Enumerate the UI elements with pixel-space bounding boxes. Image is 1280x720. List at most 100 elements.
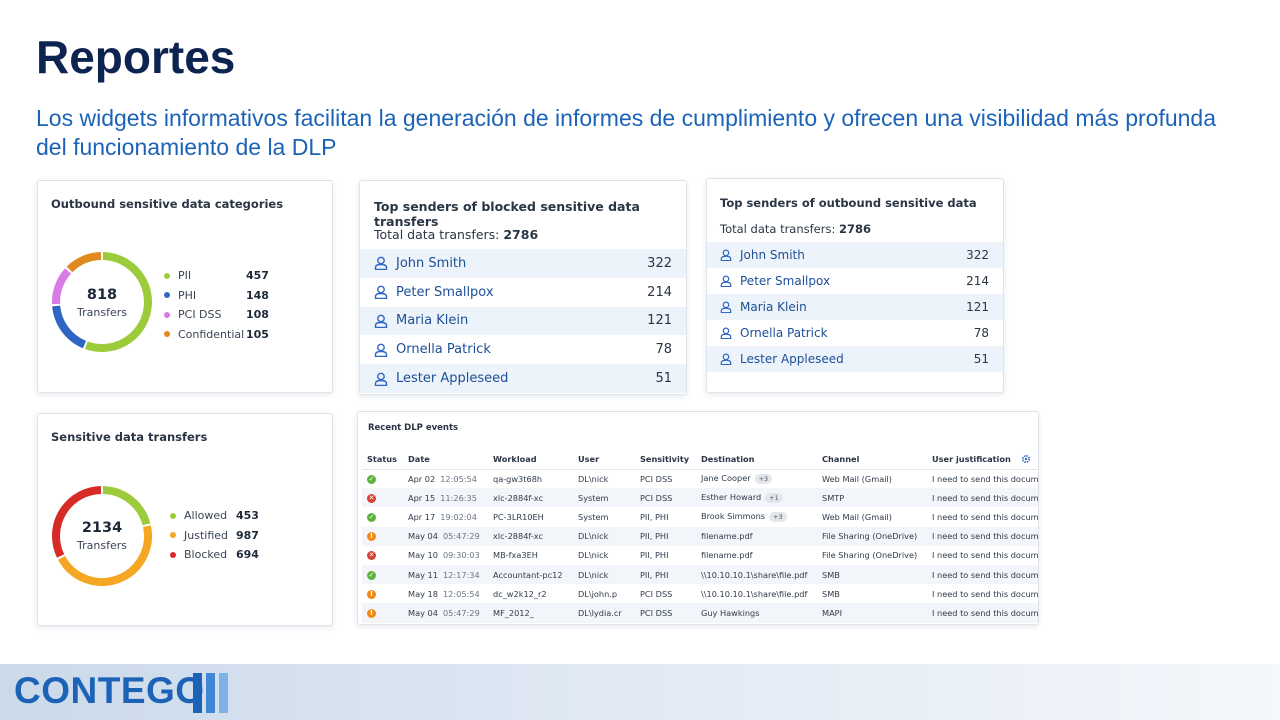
column-header: User justification <box>927 449 1038 470</box>
user-cell: System <box>578 511 609 522</box>
table-row[interactable]: ✓ May 11 12:17:34 Accountant-pc12 DL\nick PII… <box>362 564 1038 585</box>
user-cell: DL\lydia.cr <box>573 603 635 623</box>
user-icon <box>720 249 732 261</box>
sender-row[interactable]: John Smith 322 <box>707 242 1003 268</box>
date-cell: May 04 05:47:29 <box>403 603 488 623</box>
legend-item: PII 457 <box>164 266 314 286</box>
sender-row[interactable]: Maria Klein 121 <box>360 306 686 336</box>
legend-label: Confidential <box>178 327 245 341</box>
sender-row[interactable]: Ornella Patrick 78 <box>707 320 1003 346</box>
donut-segment-pci-dss[interactable] <box>52 268 72 305</box>
legend-value: 148 <box>246 288 269 302</box>
user-cell: System <box>573 488 635 508</box>
legend-label: Allowed <box>184 509 228 523</box>
column-header[interactable]: Destination <box>696 449 817 470</box>
status-cell: ! <box>362 603 403 623</box>
justification-cell: I need to send this docum... <box>927 603 1038 623</box>
sender-name: Peter Smallpox <box>396 284 494 300</box>
destination-value: \\10.10.10.1\share\file.pdf <box>701 588 808 599</box>
sender-name: Peter Smallpox <box>740 274 831 288</box>
sender-count: 51 <box>655 371 672 387</box>
legend-dot <box>164 331 170 338</box>
channel-cell: Web Mail (Gmail) <box>822 511 892 522</box>
sender-row[interactable]: Lester Appleseed 51 <box>360 364 686 393</box>
event-date: Apr 15 <box>408 492 436 503</box>
recipient-count-badge[interactable]: +3 <box>769 512 787 523</box>
date-cell: May 18 12:05:54 <box>403 584 488 603</box>
destination-cell: Guy Hawkings <box>696 603 817 623</box>
column-header[interactable]: Sensitivity <box>635 449 696 470</box>
widget-title: Top senders of outbound sensitive data <box>720 196 977 210</box>
widget-title: Recent DLP events <box>368 423 459 433</box>
donut-chart <box>52 486 152 586</box>
destination-value: \\10.10.10.1\share\file.pdf <box>701 569 808 580</box>
legend-dot <box>170 551 176 558</box>
user-cell: DL\john.p <box>578 588 618 599</box>
recipient-count-badge[interactable]: +1 <box>765 493 783 504</box>
donut-segment-allowed[interactable] <box>102 486 151 526</box>
sender-row[interactable]: Peter Smallpox 214 <box>360 278 686 307</box>
event-time: 05:47:29 <box>442 531 480 542</box>
user-cell: DL\nick <box>578 473 609 484</box>
table-row[interactable]: ✕ May 10 09:30:03 MB-fxa3EH DL\nick PII, PHI f… <box>362 546 1039 565</box>
status-cell: ✓ <box>362 564 403 585</box>
channel-cell: File Sharing (OneDrive) <box>822 550 918 561</box>
donut-segment-confidential[interactable] <box>66 252 102 273</box>
sensitivity-cell: PII, PHI <box>635 526 696 546</box>
channel-cell: SMTP <box>817 488 927 508</box>
donut-segment-phi[interactable] <box>52 305 87 349</box>
sender-name: Maria Klein <box>740 300 807 314</box>
table-row[interactable]: ! May 04 05:47:29 xlc-2884f-xc DL\nick PII, P… <box>362 526 1038 546</box>
justification-cell: I need to send this docum... <box>932 550 1039 561</box>
sensitivity-cell: PCI DSS <box>635 603 696 623</box>
recipient-count-badge[interactable]: +3 <box>754 474 773 485</box>
recent-events-widget: Recent DLP events Status Date Workload U… <box>357 411 1039 625</box>
donut-center: 2134 Transfers <box>50 520 154 552</box>
column-header-label[interactable]: User justification <box>932 453 1011 464</box>
date-cell: Apr 02 12:05:54 <box>403 469 488 488</box>
channel-cell: SMB <box>817 564 927 585</box>
column-header[interactable]: User <box>573 449 635 470</box>
column-header[interactable]: Date <box>403 449 488 470</box>
donut-segment-blocked[interactable] <box>52 486 102 558</box>
legend-item: PCI DSS 108 <box>164 305 314 325</box>
sender-row[interactable]: Lester Appleseed 51 <box>707 346 1003 372</box>
table-row[interactable]: ✓ Apr 02 12:05:54 qa-gw3t68h DL\nick PCI DSS J… <box>362 469 1038 488</box>
event-time: 12:17:34 <box>442 569 480 580</box>
status-cell: ✓ <box>362 507 403 526</box>
sender-row[interactable]: Peter Smallpox 214 <box>707 268 1003 294</box>
user-icon <box>374 343 388 357</box>
user-icon <box>720 327 732 339</box>
donut-chart <box>52 252 152 352</box>
user-icon <box>374 372 388 386</box>
channel-cell: Web Mail (Gmail) <box>822 473 892 484</box>
table-header-row: Status Date Workload User Sensitivity De… <box>362 449 1038 470</box>
column-header[interactable]: Workload <box>488 449 573 470</box>
sender-row[interactable]: Ornella Patrick 78 <box>360 335 686 364</box>
sender-row[interactable]: John Smith 322 <box>360 249 686 278</box>
events-table: Status Date Workload User Sensitivity De… <box>362 449 1039 623</box>
donut-segment-justified[interactable] <box>57 525 152 586</box>
event-time: 19:02:04 <box>440 511 477 522</box>
table-row[interactable]: ! May 18 12:05:54 dc_w2k12_r2 DL\john.p PCI D… <box>362 584 1038 603</box>
table-row[interactable]: ! May 04 05:47:29 MF_2012_ DL\lydia.cr PCI DS… <box>362 603 1038 623</box>
status-justified-icon: ! <box>367 608 376 618</box>
widget-title: Top senders of blocked sensitive data tr… <box>374 199 640 229</box>
sensitivity-cell: PCI DSS <box>635 488 696 508</box>
table-row[interactable]: ✓ Apr 17 19:02:04 PC-3LR10EH System PII, PHI B… <box>362 507 1038 526</box>
destination-cell: \\10.10.10.1\share\file.pdf <box>696 564 817 585</box>
column-header[interactable]: Channel <box>817 449 927 470</box>
justification-cell: I need to send this docum... <box>927 564 1038 585</box>
workload-cell: PC-3LR10EH <box>493 511 544 522</box>
gear-icon[interactable] <box>1021 454 1031 464</box>
sender-row[interactable]: Maria Klein 121 <box>707 294 1003 320</box>
sender-name: Maria Klein <box>396 313 469 329</box>
sender-count: 322 <box>966 248 989 262</box>
legend-dot <box>164 272 170 279</box>
table-row[interactable]: ✕ Apr 15 11:26:35 xlc-2884f-xc System PCI DSS… <box>362 488 1038 508</box>
donut-total: 2134 <box>81 520 123 536</box>
donut-segment-pii[interactable] <box>85 252 152 352</box>
column-header[interactable]: Status <box>362 449 403 470</box>
widget-title: Outbound sensitive data categories <box>51 197 284 211</box>
workload-cell: Accountant-pc12 <box>488 564 573 585</box>
